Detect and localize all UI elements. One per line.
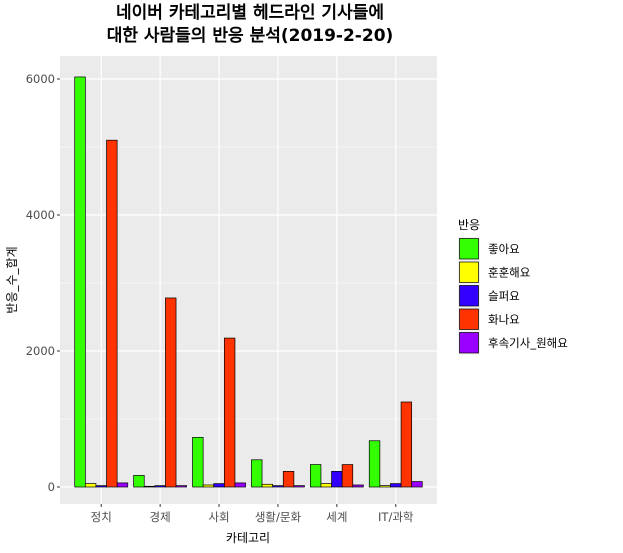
x-axis-ticks: 정치 경제 사회 생활/문화 세계 IT/과학 xyxy=(91,504,414,524)
x-tick-label: IT/과학 xyxy=(378,510,414,524)
y-tick-label: 0 xyxy=(48,480,55,494)
y-tick-label: 2000 xyxy=(26,344,55,358)
bar xyxy=(320,483,332,488)
bar xyxy=(331,471,343,488)
x-tick-label: 생활/문화 xyxy=(255,510,302,524)
plot-panel xyxy=(60,56,437,504)
bar xyxy=(74,76,86,488)
legend-label: 훈훈해요 xyxy=(488,265,530,279)
legend-swatch xyxy=(459,332,479,354)
bar xyxy=(352,484,364,488)
legend-swatch xyxy=(459,238,479,260)
bar xyxy=(261,483,274,488)
bar xyxy=(213,483,225,488)
bar xyxy=(272,485,284,488)
bar xyxy=(282,471,295,488)
y-axis-title: 반응_수_합계 xyxy=(5,246,19,313)
bar xyxy=(165,297,177,488)
bar xyxy=(143,485,156,488)
bar xyxy=(223,337,236,488)
bar xyxy=(154,485,166,488)
bar xyxy=(175,485,187,488)
legend-title: 반응 xyxy=(458,218,480,232)
bar xyxy=(116,482,129,488)
y-tick-label: 4000 xyxy=(26,208,55,222)
bar xyxy=(293,485,305,488)
grid-minor xyxy=(60,146,437,420)
x-axis-title: 카테고리 xyxy=(226,531,270,545)
legend-label: 후속기사_원해요 xyxy=(488,336,568,350)
legend-label: 슬퍼요 xyxy=(488,289,520,303)
bar xyxy=(390,483,402,488)
legend-label: 화나요 xyxy=(488,312,520,326)
bar xyxy=(411,481,423,488)
x-tick-label: 세계 xyxy=(326,510,347,524)
bars xyxy=(74,76,423,488)
bar xyxy=(368,440,381,488)
bar xyxy=(341,464,354,488)
legend-swatch xyxy=(459,285,479,307)
y-tick-label: 6000 xyxy=(26,72,55,86)
bar xyxy=(379,485,391,488)
bar xyxy=(192,437,204,488)
chart-title-line2: 대한 사람들의 반응 분석(2019-2-20) xyxy=(107,25,394,46)
bar xyxy=(251,459,263,488)
legend-label: 좋아요 xyxy=(488,242,520,256)
chart-title-line1: 네이버 카테고리별 헤드라인 기사들에 xyxy=(116,3,384,23)
y-axis-ticks: 0 2000 4000 6000 xyxy=(26,72,60,494)
bar xyxy=(400,401,413,488)
legend-swatch xyxy=(459,261,479,283)
grid-major xyxy=(60,56,437,504)
bar xyxy=(106,139,118,488)
bar xyxy=(84,483,97,488)
x-tick-label: 정치 xyxy=(91,510,112,524)
bar xyxy=(310,464,322,488)
legend-swatch xyxy=(459,308,479,330)
bar xyxy=(202,484,215,488)
x-tick-label: 사회 xyxy=(208,510,229,524)
bar xyxy=(133,475,145,488)
bar xyxy=(95,485,107,488)
bar xyxy=(234,482,246,488)
x-tick-label: 경제 xyxy=(150,510,171,524)
